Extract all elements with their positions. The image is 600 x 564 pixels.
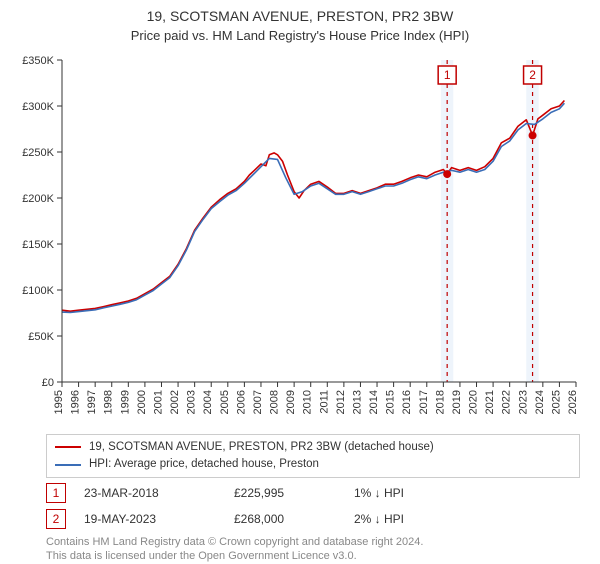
svg-text:2015: 2015	[385, 390, 397, 414]
svg-text:2022: 2022	[501, 390, 513, 414]
annotation-price-1: £225,995	[234, 486, 354, 500]
annotation-marker-2: 2	[46, 509, 66, 529]
annotation-row-2: 2 19-MAY-2023 £268,000 2% ↓ HPI	[46, 508, 590, 530]
svg-text:2010: 2010	[302, 390, 314, 414]
svg-text:2016: 2016	[401, 390, 413, 414]
svg-text:£50K: £50K	[28, 331, 54, 343]
svg-text:2002: 2002	[169, 390, 181, 414]
svg-text:2009: 2009	[285, 390, 297, 414]
svg-text:1997: 1997	[86, 390, 98, 414]
annotation-price-2: £268,000	[234, 512, 354, 526]
legend-item-price: 19, SCOTSMAN AVENUE, PRESTON, PR2 3BW (d…	[55, 439, 571, 456]
footnote-licence: This data is licensed under the Open Gov…	[46, 550, 590, 564]
svg-text:2: 2	[529, 68, 536, 82]
svg-text:2025: 2025	[550, 390, 562, 414]
svg-text:1998: 1998	[103, 390, 115, 414]
legend-label-price: 19, SCOTSMAN AVENUE, PRESTON, PR2 3BW (d…	[89, 439, 434, 456]
svg-text:1999: 1999	[119, 390, 131, 414]
svg-text:2021: 2021	[484, 390, 496, 414]
svg-text:£0: £0	[42, 377, 54, 389]
annotation-marker-1: 1	[46, 483, 66, 503]
svg-text:2023: 2023	[517, 390, 529, 414]
svg-text:2006: 2006	[235, 390, 247, 414]
svg-text:£150K: £150K	[22, 239, 54, 251]
svg-text:£300K: £300K	[22, 101, 54, 113]
annotation-delta-1: 1% ↓ HPI	[354, 486, 484, 500]
svg-text:1996: 1996	[70, 390, 82, 414]
chart-subtitle: Price paid vs. HM Land Registry's House …	[10, 28, 590, 44]
svg-text:£200K: £200K	[22, 193, 54, 205]
svg-text:2014: 2014	[368, 390, 380, 414]
legend-swatch-hpi	[55, 464, 81, 466]
svg-text:2019: 2019	[451, 390, 463, 414]
legend: 19, SCOTSMAN AVENUE, PRESTON, PR2 3BW (d…	[46, 434, 580, 479]
chart-area: £0 £50K £100K £150K £200K £250K £300K £350K 1995…	[10, 50, 590, 430]
svg-text:2024: 2024	[534, 390, 546, 414]
legend-swatch-price	[55, 446, 81, 448]
svg-text:2013: 2013	[351, 390, 363, 414]
svg-text:2001: 2001	[152, 390, 164, 414]
chart-container: 19, SCOTSMAN AVENUE, PRESTON, PR2 3BW Pr…	[0, 0, 600, 560]
annotation-date-1: 23-MAR-2018	[84, 486, 234, 500]
svg-text:1: 1	[444, 68, 451, 82]
legend-item-hpi: HPI: Average price, detached house, Pres…	[55, 456, 571, 473]
svg-text:2011: 2011	[318, 390, 330, 414]
svg-text:2020: 2020	[468, 390, 480, 414]
svg-text:2018: 2018	[434, 390, 446, 414]
line-chart: £0 £50K £100K £150K £200K £250K £300K £350K 1995…	[10, 50, 590, 430]
legend-label-hpi: HPI: Average price, detached house, Pres…	[89, 456, 319, 473]
svg-text:2008: 2008	[269, 390, 281, 414]
svg-text:£100K: £100K	[22, 285, 54, 297]
svg-text:2007: 2007	[252, 390, 264, 414]
svg-text:2003: 2003	[186, 390, 198, 414]
svg-text:£350K: £350K	[22, 55, 54, 67]
svg-text:2000: 2000	[136, 390, 148, 414]
annotation-date-2: 19-MAY-2023	[84, 512, 234, 526]
svg-text:1995: 1995	[53, 390, 65, 414]
svg-text:2004: 2004	[202, 390, 214, 414]
annotation-row-1: 1 23-MAR-2018 £225,995 1% ↓ HPI	[46, 482, 590, 504]
footnote-copyright: Contains HM Land Registry data © Crown c…	[46, 536, 590, 550]
annotation-delta-2: 2% ↓ HPI	[354, 512, 484, 526]
svg-text:£250K: £250K	[22, 147, 54, 159]
svg-text:2012: 2012	[335, 390, 347, 414]
svg-text:2005: 2005	[219, 390, 231, 414]
svg-text:2026: 2026	[567, 390, 579, 414]
svg-text:2017: 2017	[418, 390, 430, 414]
chart-title: 19, SCOTSMAN AVENUE, PRESTON, PR2 3BW	[10, 8, 590, 26]
